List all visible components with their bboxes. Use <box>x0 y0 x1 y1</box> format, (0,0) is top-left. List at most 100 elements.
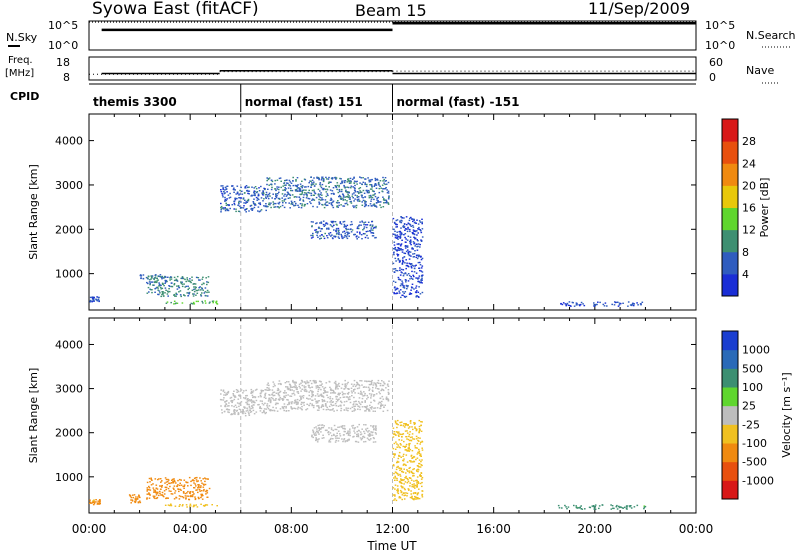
data-cell <box>224 196 226 199</box>
data-cell <box>197 496 200 499</box>
data-cell <box>407 285 409 287</box>
data-cell <box>289 194 292 197</box>
data-cell <box>418 226 420 229</box>
data-cell <box>317 231 319 233</box>
data-cell <box>398 496 401 498</box>
data-cell <box>394 248 396 250</box>
data-cell <box>345 409 348 411</box>
data-cell <box>393 253 395 256</box>
data-cell <box>420 424 422 426</box>
data-cell <box>157 289 159 291</box>
data-cell <box>345 440 347 442</box>
data-cell <box>566 302 569 305</box>
data-cell <box>402 260 404 263</box>
data-cell <box>328 441 330 443</box>
data-cell <box>205 489 208 492</box>
data-cell <box>313 181 315 183</box>
data-cell <box>350 221 353 223</box>
data-cell <box>593 508 596 510</box>
data-cell <box>319 193 322 196</box>
data-cell <box>339 435 342 437</box>
data-cell <box>215 300 218 302</box>
data-cell <box>180 282 183 285</box>
data-cell <box>192 505 195 507</box>
data-cell <box>370 408 373 410</box>
data-cell <box>564 504 566 507</box>
data-cell <box>304 382 307 384</box>
data-cell <box>399 446 401 449</box>
data-cell <box>202 478 204 480</box>
data-cell <box>418 452 420 454</box>
data-cell <box>161 287 164 290</box>
data-cell <box>233 203 236 206</box>
data-cell <box>343 430 346 433</box>
data-cell <box>311 393 313 395</box>
data-cell <box>364 204 367 207</box>
data-cell <box>369 180 372 183</box>
data-cell <box>419 475 421 477</box>
data-cell <box>332 206 335 209</box>
data-cell <box>394 230 396 232</box>
data-cell <box>302 189 304 192</box>
data-cell <box>304 390 306 392</box>
data-cell <box>245 395 247 397</box>
data-cell <box>206 281 208 283</box>
data-cell <box>173 300 176 302</box>
data-cell <box>258 187 260 189</box>
data-cell <box>332 200 335 202</box>
data-cell <box>342 205 344 207</box>
data-cell <box>244 187 246 189</box>
data-cell <box>418 450 421 452</box>
data-cell <box>329 401 331 403</box>
data-cell <box>260 407 263 410</box>
data-cell <box>410 439 412 441</box>
data-cell <box>405 492 407 494</box>
data-cell <box>274 198 276 200</box>
data-cell <box>393 244 396 246</box>
data-cell <box>369 404 371 407</box>
data-cell <box>294 204 297 206</box>
data-cell <box>178 287 181 289</box>
data-cell <box>231 401 233 403</box>
data-cell <box>375 433 377 435</box>
data-cell <box>373 185 376 187</box>
data-cell <box>412 472 414 475</box>
data-cell <box>275 407 277 409</box>
data-cell <box>170 504 172 506</box>
data-cell <box>131 499 134 501</box>
data-cell <box>271 186 273 189</box>
data-cell <box>406 239 409 241</box>
data-cell <box>303 385 305 387</box>
data-cell <box>404 477 406 479</box>
data-cell <box>346 432 349 434</box>
data-cell <box>277 392 280 394</box>
data-cell <box>412 468 414 471</box>
data-cell <box>221 194 224 196</box>
data-cell <box>618 302 621 304</box>
data-cell <box>636 302 638 304</box>
data-cell <box>374 382 377 385</box>
data-cell <box>300 207 303 209</box>
data-cell <box>228 204 230 207</box>
data-cell <box>233 208 235 210</box>
data-cell <box>643 505 646 507</box>
data-cell <box>618 506 621 509</box>
data-cell <box>171 478 174 481</box>
data-cell <box>158 283 161 286</box>
data-cell <box>252 201 255 203</box>
data-cell <box>418 286 420 288</box>
data-cell <box>407 228 410 230</box>
data-cell <box>394 434 397 436</box>
data-cell <box>411 218 414 220</box>
data-cell <box>347 194 349 196</box>
data-cell <box>394 246 397 249</box>
data-cell <box>273 399 275 401</box>
data-cell <box>323 206 326 209</box>
data-cell <box>394 420 397 422</box>
data-cell <box>328 228 330 230</box>
data-cell <box>397 258 400 260</box>
data-cell <box>320 388 322 391</box>
data-cell <box>295 401 297 403</box>
data-cell <box>374 410 376 412</box>
data-cell <box>382 384 385 387</box>
